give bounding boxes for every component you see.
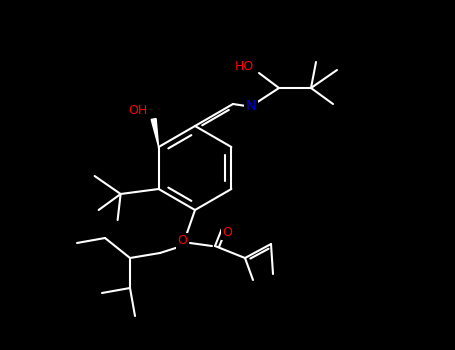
Text: O: O [177, 234, 187, 247]
Polygon shape [151, 119, 159, 147]
Text: OH: OH [128, 105, 147, 118]
Text: HO: HO [234, 60, 253, 72]
Text: O: O [222, 225, 232, 238]
Text: N: N [246, 99, 256, 113]
